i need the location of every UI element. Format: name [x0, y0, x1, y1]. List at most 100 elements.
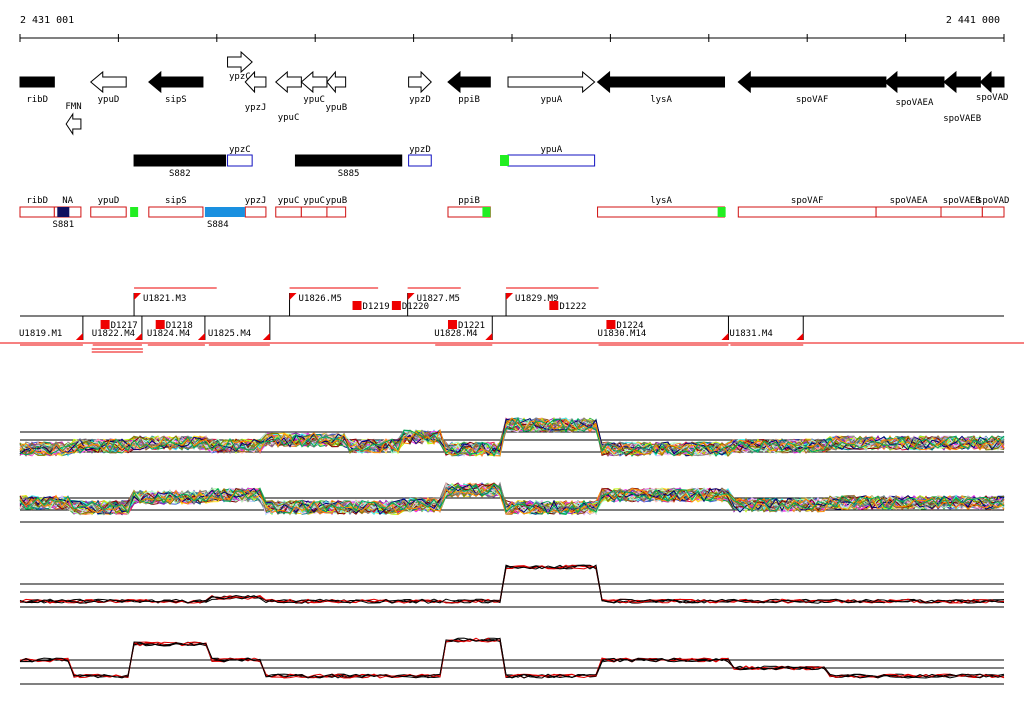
operon-box	[90, 206, 127, 218]
tu-upper-label: U1829.M9	[515, 294, 558, 304]
down-marker	[100, 320, 110, 329]
tu-lower-flag	[75, 333, 83, 340]
segment-marker	[500, 155, 510, 166]
track-series-line	[19, 483, 1005, 516]
transcription-unit-track: U1821.M3 U1826.M5 U1827.M5 U1829.M9 U1819.M1…	[0, 287, 1024, 353]
track-series-line	[19, 417, 1005, 457]
operon-box	[275, 206, 302, 218]
gene-arrow	[507, 70, 596, 94]
gene-label: lysA	[650, 95, 672, 105]
gene-arrow	[65, 112, 82, 136]
tu-lower-label: U1822.M4	[92, 329, 135, 339]
gene-arrow	[943, 70, 981, 94]
operon-box	[19, 206, 55, 218]
gene-label: ypzD	[409, 95, 431, 105]
operon-label: spoVAEB	[943, 196, 981, 206]
gene-arrow	[979, 70, 1005, 94]
track-series-line	[19, 486, 1005, 516]
segment-box	[133, 154, 227, 167]
operon-box	[981, 206, 1005, 218]
operon-box	[737, 206, 877, 218]
operon-box	[875, 206, 942, 218]
operon-label: ppiB	[458, 196, 480, 206]
gene-label: spoVAEA	[895, 98, 934, 108]
segment-label: ypzD	[409, 145, 431, 155]
track-series-line	[19, 637, 1005, 679]
track-series-line	[19, 483, 1005, 516]
down-label: D1221	[458, 321, 485, 331]
operon-marker	[204, 207, 245, 217]
segment-track: S882 ypzC S885 ypzD ypuA	[133, 145, 596, 179]
track-series-line	[19, 483, 1005, 515]
tu-upper-flag	[407, 293, 415, 300]
gene-label: ypuB	[325, 103, 347, 113]
down-marker	[606, 320, 616, 329]
gene-label: ypuA	[540, 95, 562, 105]
gene-arrow	[244, 70, 267, 94]
operon-marker	[130, 207, 139, 217]
gene-label: sipS	[165, 95, 187, 105]
start-coordinate-label: 2 431 001	[20, 15, 74, 26]
tu-upper-label: U1826.M5	[299, 294, 342, 304]
segment-box	[227, 154, 253, 167]
operon-box	[326, 206, 347, 218]
track-series-line	[19, 637, 1005, 679]
operon-marker	[57, 207, 70, 217]
operon-box	[940, 206, 983, 218]
tu-lower-label: U1819.M1	[19, 329, 62, 339]
operon-marker	[717, 207, 726, 217]
track-series-line	[19, 417, 1005, 457]
gene-arrow	[300, 70, 328, 94]
down-label: D1222	[559, 302, 586, 312]
segment-label: S882	[169, 169, 191, 179]
gene-arrow	[19, 76, 55, 88]
track-series-line	[19, 564, 1005, 604]
gene-label: ribD	[26, 95, 48, 105]
track-series-line	[19, 417, 1005, 457]
down-marker	[352, 301, 362, 310]
gene-label: spoVAEB	[943, 114, 981, 124]
operon-extra-label: S884	[207, 220, 229, 230]
segment-label: S885	[338, 169, 360, 179]
down-label: D1218	[166, 321, 193, 331]
gene-arrow	[89, 70, 127, 94]
gene-arrow	[884, 70, 945, 94]
down-label: D1224	[616, 321, 643, 331]
down-label: D1220	[402, 302, 429, 312]
track-series-line	[19, 481, 1005, 516]
operon-marker	[482, 207, 491, 217]
segment-box	[507, 154, 596, 167]
operon-label: ypuB	[325, 196, 347, 206]
track-series-line	[19, 417, 1005, 457]
down-label: D1217	[111, 321, 138, 331]
tu-lower-flag	[485, 333, 493, 340]
tu-lower-label: U1825.M4	[208, 329, 251, 339]
operon-box	[300, 206, 328, 218]
gene-label: ypzC	[229, 72, 251, 82]
gene-label: spoVAD	[976, 93, 1009, 103]
tu-upper-flag	[289, 293, 297, 300]
gene-arrow	[227, 50, 253, 74]
gene-arrow	[447, 70, 491, 94]
gene-arrow	[596, 70, 726, 94]
tu-lower-label: U1830.M14	[598, 329, 647, 339]
tu-lower-label: U1824.M4	[147, 329, 190, 339]
operon-label: ypuC	[278, 196, 300, 206]
gene-label: spoVAF	[796, 95, 829, 105]
tu-lower-label: U1828.M4	[434, 329, 477, 339]
tu-lower-flag	[796, 333, 804, 340]
down-marker	[447, 320, 457, 329]
gene-label: ypuC	[303, 95, 325, 105]
gene-arrow	[408, 70, 432, 94]
operon-box	[597, 206, 726, 218]
tu-lower-flag	[721, 333, 729, 340]
gene-label: FMN	[65, 102, 81, 112]
tu-upper-flag	[134, 293, 142, 300]
end-coordinate-label: 2 441 000	[946, 15, 1000, 26]
track-series-line	[19, 637, 1005, 679]
track-series-line	[19, 483, 1005, 516]
operon-label: spoVAD	[977, 196, 1010, 206]
operon-label: spoVAEA	[890, 196, 929, 206]
gene-label: ypuC	[278, 113, 300, 123]
